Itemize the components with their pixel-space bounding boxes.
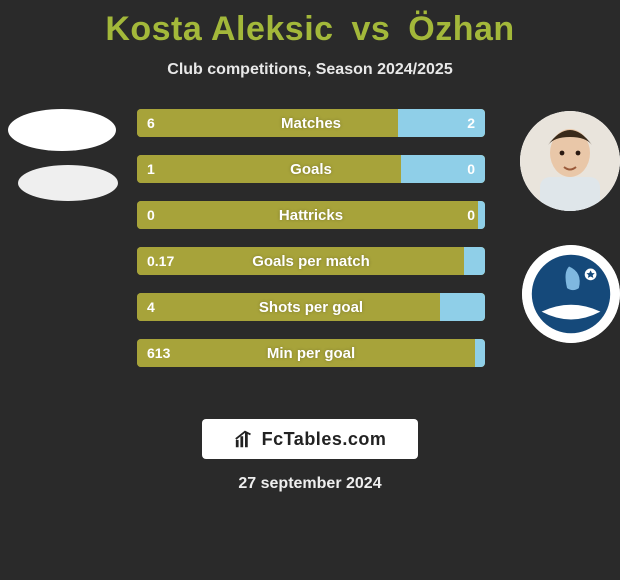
stat-row: 4Shots per goal — [137, 293, 485, 321]
comparison-title: Kosta Aleksic vs Özhan — [0, 0, 620, 49]
chart-icon — [234, 428, 256, 450]
player2-club-logo — [522, 245, 620, 343]
subtitle: Club competitions, Season 2024/2025 — [0, 61, 620, 79]
stat-row: 00Hattricks — [137, 201, 485, 229]
stat-bars: 62Matches 10Goals 00Hattricks 0.17Goals per… — [137, 109, 485, 385]
brand-text: FcTables.com — [262, 429, 387, 450]
title-vs: vs — [352, 10, 391, 48]
player1-club-placeholder — [18, 165, 118, 201]
comparison-content: 62Matches 10Goals 00Hattricks 0.17Goals per… — [0, 109, 620, 409]
footer-date: 27 september 2024 — [0, 475, 620, 493]
stat-row: 62Matches — [137, 109, 485, 137]
stat-label: Hattricks — [137, 201, 485, 229]
stat-row: 0.17Goals per match — [137, 247, 485, 275]
brand-logo: FcTables.com — [202, 419, 418, 459]
player1-photo-placeholder — [8, 109, 116, 151]
stat-row: 613Min per goal — [137, 339, 485, 367]
stat-label: Goals per match — [137, 247, 485, 275]
stat-label: Min per goal — [137, 339, 485, 367]
stat-label: Matches — [137, 109, 485, 137]
stat-label: Goals — [137, 155, 485, 183]
stat-row: 10Goals — [137, 155, 485, 183]
player1-name: Kosta Aleksic — [105, 10, 333, 48]
player2-name: Özhan — [408, 10, 514, 48]
player2-photo — [520, 111, 620, 211]
stat-label: Shots per goal — [137, 293, 485, 321]
